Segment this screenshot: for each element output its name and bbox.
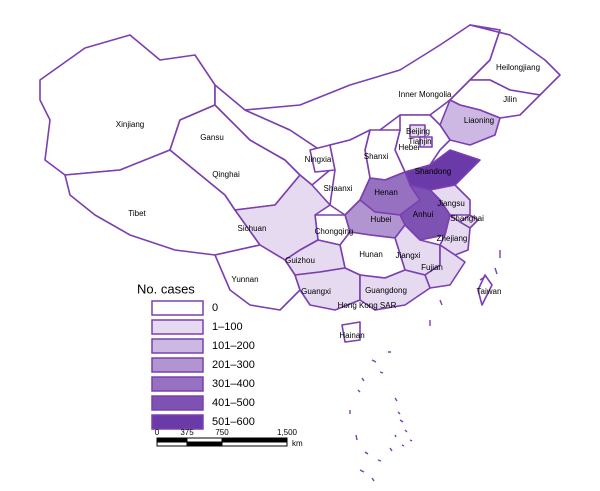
province-labels: Xinjiang Tibet Qinghai Gansu Inner Mongolia H… bbox=[116, 63, 540, 340]
province-label: Shanxi bbox=[364, 152, 389, 161]
coast-marks bbox=[479, 250, 501, 281]
province-label: Guizhou bbox=[285, 256, 315, 265]
province-label: Gansu bbox=[200, 133, 224, 142]
province-label: Taiwan bbox=[477, 287, 502, 296]
province-label: Anhui bbox=[413, 210, 434, 219]
province-label: Tianjin bbox=[408, 137, 431, 146]
province-label: Henan bbox=[374, 188, 398, 197]
province-label: Xinjiang bbox=[116, 120, 144, 129]
scale-segment bbox=[186, 437, 223, 443]
legend-label: 1–100 bbox=[212, 321, 243, 333]
province bbox=[341, 321, 361, 343]
province-label: Shanghai bbox=[450, 214, 484, 223]
province-label: Sichuan bbox=[238, 224, 267, 233]
scale-segment bbox=[156, 437, 188, 443]
province-label: Liaoning bbox=[464, 116, 494, 125]
province-label: Beijing bbox=[406, 127, 430, 136]
scale-bar: 0 375 750 1,500 km bbox=[155, 428, 303, 448]
legend-swatch bbox=[151, 414, 204, 430]
scale-segment bbox=[156, 441, 188, 447]
province-label: Hebei bbox=[399, 143, 420, 152]
scale-label: 0 bbox=[155, 428, 160, 437]
legend-swatch bbox=[151, 338, 204, 354]
province-label: Guangxi bbox=[301, 287, 331, 296]
legend-swatch bbox=[151, 300, 204, 316]
province-label: Inner Mongolia bbox=[399, 90, 452, 99]
province-label: Hunan bbox=[359, 250, 383, 259]
scale-segment bbox=[221, 441, 288, 447]
legend-label: 501–600 bbox=[212, 416, 255, 428]
legend: No. cases 0 1–100 101–200 201–300 301–400 401… bbox=[137, 281, 255, 430]
province-label: Hainan bbox=[339, 331, 364, 340]
province-label: Hubei bbox=[371, 215, 392, 224]
legend-label: 201–300 bbox=[212, 359, 255, 371]
scale-segment bbox=[186, 441, 223, 447]
scale-label: 375 bbox=[180, 428, 194, 437]
legend-swatch bbox=[151, 319, 204, 335]
province bbox=[477, 274, 493, 306]
legend-label: 101–200 bbox=[212, 340, 255, 352]
scale-label: 750 bbox=[215, 428, 229, 437]
province-label: Ningxia bbox=[305, 155, 332, 164]
province-label: Jiangsu bbox=[437, 199, 465, 208]
province-label: Guangdong bbox=[365, 286, 407, 295]
scale-segment bbox=[221, 437, 288, 443]
scale-unit: km bbox=[292, 439, 303, 448]
provinces bbox=[39, 24, 561, 343]
province bbox=[419, 136, 433, 148]
province-label: Yunnan bbox=[231, 275, 258, 284]
province-label: Tibet bbox=[128, 209, 146, 218]
islands bbox=[349, 250, 501, 482]
province-label: Fujian bbox=[421, 263, 443, 272]
legend-swatch bbox=[151, 376, 204, 392]
province-label: Jilin bbox=[503, 95, 517, 104]
island-marks bbox=[349, 299, 443, 482]
province-label: Jiangxi bbox=[396, 251, 421, 260]
legend-swatch bbox=[151, 395, 204, 411]
province bbox=[399, 184, 451, 241]
legend-label: 0 bbox=[212, 302, 218, 314]
province-label: Zhejiang bbox=[437, 234, 468, 243]
province-label: Hong Kong SAR bbox=[338, 301, 397, 310]
scale-label: 1,500 bbox=[277, 428, 298, 437]
province-label: Shaanxi bbox=[324, 184, 353, 193]
legend-title: No. cases bbox=[137, 281, 195, 296]
province-label: Shandong bbox=[415, 167, 451, 176]
province-label: Heilongjiang bbox=[496, 63, 540, 72]
legend-label: 301–400 bbox=[212, 378, 255, 390]
province-label: Chongqing bbox=[315, 227, 354, 236]
province-label: Qinghai bbox=[212, 170, 240, 179]
legend-swatch bbox=[151, 357, 204, 373]
province bbox=[359, 269, 431, 311]
legend-label: 401–500 bbox=[212, 397, 255, 409]
